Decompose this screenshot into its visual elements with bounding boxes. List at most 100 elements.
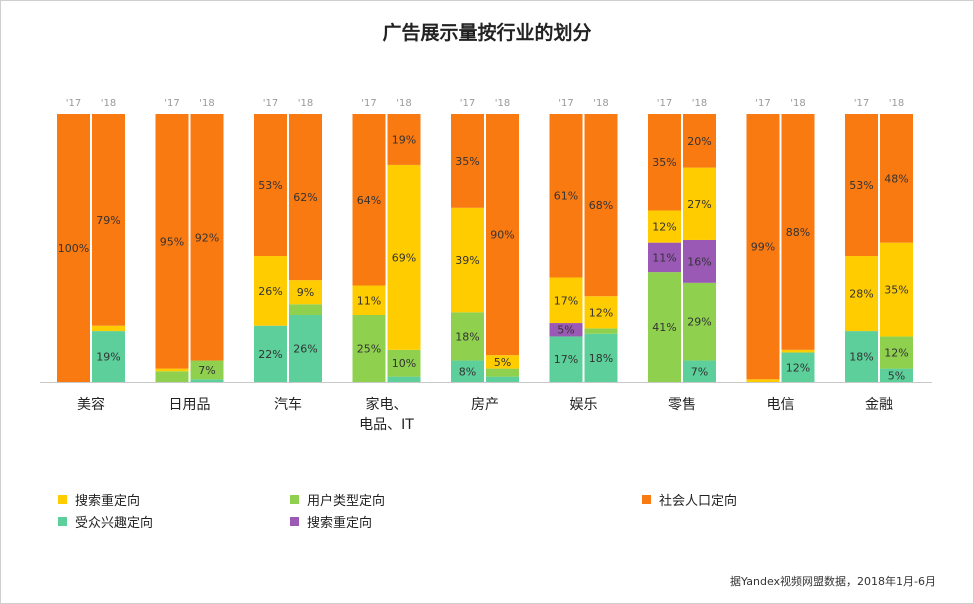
year-label: '18 [298, 98, 313, 109]
bar-segment-audience-interest [387, 376, 421, 382]
data-label: 53% [849, 179, 873, 192]
bar-segment-search-retarget [845, 256, 878, 332]
data-label: 35% [884, 284, 908, 297]
data-label: 7% [198, 364, 215, 377]
data-label: 100% [58, 242, 89, 255]
data-label: 99% [751, 241, 775, 254]
data-label: 22% [258, 348, 282, 361]
data-label: 16% [687, 255, 711, 268]
legend-item-search-retargeting: 搜索重定向 [58, 490, 140, 509]
data-label: 95% [160, 235, 184, 248]
data-label: 41% [652, 321, 676, 334]
bar-segment-sociodemographic [486, 114, 519, 356]
legend-label: 社会人口定向 [659, 494, 738, 509]
bar-segment-sociodemographic [289, 114, 322, 281]
data-label: 17% [554, 294, 578, 307]
source-note: 据Yandex视频网盟数据，2018年1月-6月 [730, 575, 936, 588]
bar-segment-user-type [190, 360, 224, 380]
data-label: 88% [786, 226, 810, 239]
bar-segment-audience-interest [584, 333, 618, 382]
bar-segment-search-retarget [880, 242, 913, 337]
data-label: 5% [494, 356, 511, 369]
data-label: 39% [455, 254, 479, 267]
bar-segment-audience-interest [190, 379, 224, 382]
bar-segment-user-type [289, 304, 322, 315]
data-label: 62% [293, 191, 317, 204]
legend-swatch [290, 517, 299, 526]
bar-segment-audience-interest [880, 368, 913, 382]
data-label: 18% [849, 351, 873, 364]
bar-segment-sociodemographic [746, 114, 780, 380]
category-label: 美容 [77, 396, 105, 413]
data-label: 28% [849, 288, 873, 301]
category-label: 电品、IT [359, 417, 414, 433]
data-label: 79% [96, 214, 120, 227]
year-label: '18 [889, 98, 904, 109]
year-label: '17 [66, 98, 81, 109]
data-label: 17% [554, 353, 578, 366]
data-label: 64% [357, 194, 381, 207]
data-label: 11% [652, 251, 676, 264]
bar-segment-sociodemographic [190, 114, 224, 361]
data-label: 10% [392, 357, 416, 370]
bar-segment-audience-interest [549, 336, 583, 382]
category-label: 零售 [668, 397, 696, 413]
data-label: 12% [786, 361, 810, 374]
bar-segment-audience-interest [683, 360, 716, 382]
data-label: 11% [357, 294, 381, 307]
data-label: 26% [293, 343, 317, 356]
bar-segment-search-retarget [254, 256, 287, 326]
bar-segment-search-retarget-purple [683, 239, 716, 283]
data-label: 12% [652, 221, 676, 234]
bar-segment-search-retarget [648, 210, 681, 243]
legend-item-user-type: 用户类型定向 [290, 490, 385, 509]
data-label: 27% [687, 198, 711, 211]
year-label: '17 [263, 98, 278, 109]
legend-label: 搜索重定向 [307, 516, 373, 531]
bar-segment-search-retarget [781, 349, 815, 353]
year-label: '18 [396, 98, 411, 109]
category-label: 房产 [471, 397, 499, 413]
bar-segment-user-type [683, 282, 716, 361]
bar-segment-audience-interest [289, 315, 322, 382]
year-label: '17 [854, 98, 869, 109]
data-label: 19% [96, 351, 120, 364]
year-label: '18 [593, 98, 608, 109]
legend-swatch [58, 517, 67, 526]
data-label: 20% [687, 135, 711, 148]
category-label: 汽车 [274, 396, 302, 413]
data-label: 35% [652, 156, 676, 169]
bar-segment-search-retarget [155, 368, 189, 372]
bar-segment-search-retarget-purple [648, 242, 681, 273]
bar-segment-user-type [155, 371, 189, 382]
data-label: 5% [557, 324, 574, 337]
bar-segment-sociodemographic [57, 114, 90, 382]
data-label: 19% [392, 133, 416, 146]
legend-item-search-retargeting-purple: 搜索重定向 [290, 512, 372, 531]
legend-swatch [290, 495, 299, 504]
bar-segment-user-type [648, 272, 681, 382]
bar-segment-search-retarget [683, 167, 716, 240]
bar-segment-search-retarget [486, 355, 519, 369]
year-label: '17 [755, 98, 770, 109]
data-label: 7% [691, 365, 708, 378]
legend-swatch [642, 495, 651, 504]
bar-segment-search-retarget-purple [549, 323, 583, 337]
bar-segment-audience-interest [254, 325, 287, 382]
bar-segment-audience-interest [486, 376, 519, 382]
data-label: 48% [884, 172, 908, 185]
bar-segment-sociodemographic [648, 114, 681, 211]
bar-segment-sociodemographic [584, 114, 618, 297]
data-label: 18% [455, 330, 479, 343]
data-label: 12% [589, 306, 613, 319]
bar-segment-search-retarget [387, 164, 421, 350]
bar-segment-search-retarget [92, 325, 125, 332]
data-label: 53% [258, 179, 282, 192]
legend-swatch [58, 495, 67, 504]
bar-segment-search-retarget [549, 277, 583, 324]
data-label: 90% [490, 229, 514, 242]
bar-segment-user-type [387, 349, 421, 377]
bar-segment-sociodemographic [352, 114, 386, 286]
year-label: '17 [558, 98, 573, 109]
